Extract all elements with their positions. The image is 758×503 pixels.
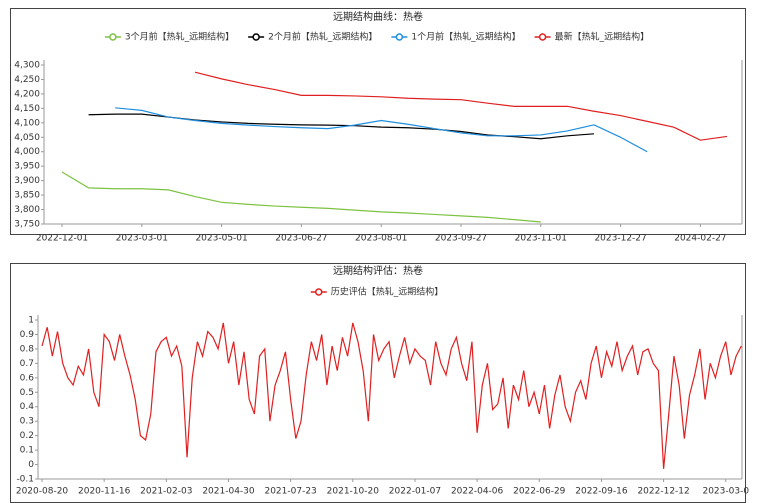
x-tick-label: 2023-09-27 [435,234,487,244]
x-tick-label: 2022-12-12 [637,487,689,497]
y-tick-label: 0.8 [20,344,35,354]
panel-frame [10,8,746,235]
x-tick-label: 2023-05-01 [195,234,247,244]
legend-marker [395,33,404,41]
legend-marker [314,288,323,296]
x-tick-label: 2020-11-16 [78,487,131,497]
chart-title: 远期结构曲线：热卷 [333,10,423,23]
y-tick-label: 0.6 [20,373,35,383]
legend-label: 历史评估【热轧_远期结构】 [331,286,444,298]
y-tick-label: 4,050 [14,133,40,143]
x-tick-label: 2022-04-06 [451,487,504,497]
x-tick-label: 2020-08-20 [16,487,69,497]
y-tick-label: 0.9 [20,330,35,340]
y-tick-label: 3,950 [14,162,40,172]
legend-label: 2个月前【热轧_远期结构】 [268,31,377,43]
y-tick-label: 0.2 [20,431,34,441]
y-tick-label: 0.1 [20,446,34,456]
x-tick-label: 2023-11-01 [515,234,567,244]
legend-label: 1个月前【热轧_远期结构】 [411,31,520,43]
x-tick-label: 2023-03-01 [116,234,168,244]
y-tick-label: 0.4 [20,402,35,412]
panel-frame [10,263,746,503]
x-tick-label: 2021-10-20 [327,487,380,497]
series-line [194,71,728,141]
y-tick-label: 4,100 [14,118,40,128]
x-tick-label: 2024-02-27 [674,234,726,244]
x-tick-label: 2021-04-30 [202,487,255,497]
y-tick-label: 3,750 [14,220,40,230]
legend-label: 最新【热轧_远期结构】 [555,31,650,43]
series-line [61,171,541,223]
y-tick-label: 4,300 [14,61,40,71]
x-tick-label: 2022-06-29 [513,487,566,497]
y-tick-label: 3,850 [14,191,40,201]
x-tick-label: 2022-09-16 [575,487,628,497]
y-tick-label: 0.5 [20,388,34,398]
x-tick-label: 2022-12-01 [36,234,88,244]
y-tick-label: 0.3 [20,417,34,427]
x-tick-label: 2022-01-07 [389,487,441,497]
legend-marker [252,33,260,41]
series-line [41,322,742,469]
series-line [115,107,648,153]
x-tick-label: 2021-07-23 [264,487,316,497]
y-tick-label: 4,250 [14,75,40,85]
y-tick-label: 0.7 [20,359,34,369]
x-tick-label: 2023-08-01 [355,234,407,244]
y-tick-label: 4,000 [14,147,40,157]
x-tick-label: 2021-02-03 [140,487,192,497]
y-tick-label: 4,200 [14,89,40,99]
legend-marker [538,33,547,41]
y-tick-label: 0 [28,460,34,470]
y-tick-label: 1 [28,316,34,326]
y-tick-label: 3,900 [14,176,40,186]
x-tick-label: 2023-06-27 [275,234,327,244]
y-tick-label: 3,800 [14,205,40,215]
legend-label: 3个月前【热轧_远期结构】 [125,31,234,43]
y-tick-label: 4,150 [14,104,40,114]
x-tick-label: 2023-03-0 [702,487,749,497]
chart-title: 远期结构评估：热卷 [333,264,423,277]
legend-marker [109,33,117,41]
x-tick-label: 2023-12-27 [594,234,646,244]
y-tick-label: -0.1 [16,475,34,485]
